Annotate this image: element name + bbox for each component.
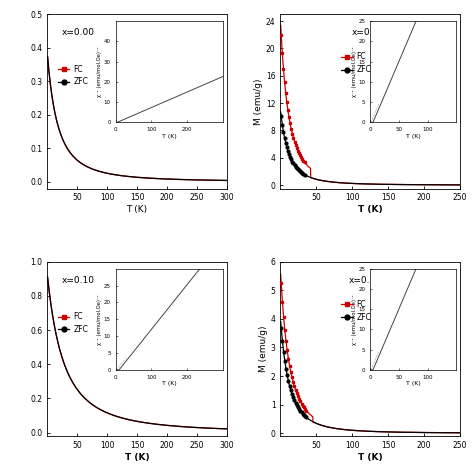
Text: x=0.20: x=0.20 bbox=[348, 276, 382, 285]
X-axis label: T (K): T (K) bbox=[358, 453, 383, 462]
X-axis label: T (K): T (K) bbox=[127, 205, 147, 214]
X-axis label: T (K): T (K) bbox=[358, 205, 383, 214]
Legend: FC, ZFC: FC, ZFC bbox=[55, 62, 91, 90]
Text: x=0.00: x=0.00 bbox=[62, 28, 95, 37]
Text: x=0.10: x=0.10 bbox=[62, 276, 95, 285]
Text: x=0.05: x=0.05 bbox=[352, 28, 385, 37]
X-axis label: T (K): T (K) bbox=[125, 453, 149, 462]
Legend: FC, ZFC: FC, ZFC bbox=[338, 49, 374, 77]
Legend: FC, ZFC: FC, ZFC bbox=[55, 309, 91, 337]
Legend: FC, ZFC: FC, ZFC bbox=[338, 297, 374, 325]
Y-axis label: M (emu/g): M (emu/g) bbox=[259, 326, 268, 372]
Y-axis label: M (emu/g): M (emu/g) bbox=[254, 78, 263, 125]
